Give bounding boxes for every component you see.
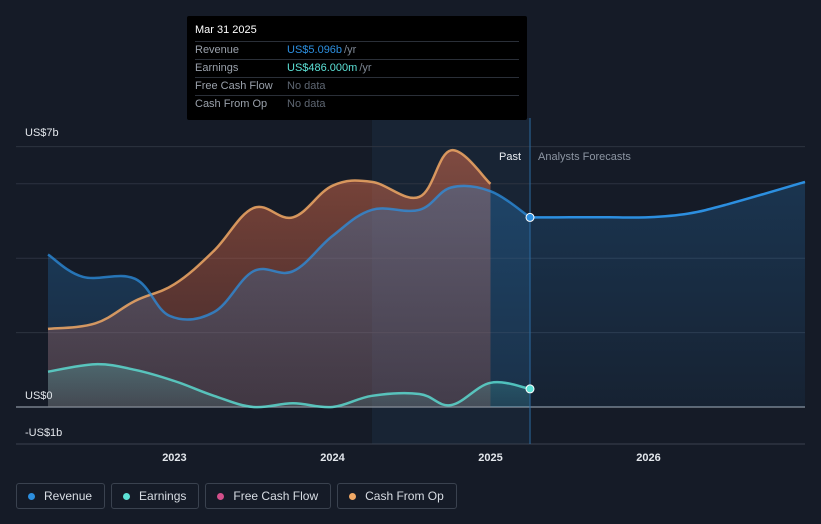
earnings-marker xyxy=(525,384,535,394)
cash-from-op-line xyxy=(47,149,492,331)
legend-label: Revenue xyxy=(44,489,93,503)
tooltip-row-cash-from-op: Cash From Op No data xyxy=(195,95,519,113)
x-tick-label: 2025 xyxy=(478,452,502,464)
y-tick-label: -US$1b xyxy=(25,427,62,439)
legend-item-revenue[interactable]: Revenue xyxy=(16,483,106,509)
legend-item-free-cash-flow[interactable]: Free Cash Flow xyxy=(205,483,332,509)
revenue-forecast-line xyxy=(529,180,806,219)
x-tick-label: 2024 xyxy=(320,452,345,464)
tooltip-label: Free Cash Flow xyxy=(195,80,273,92)
earnings-dot-icon xyxy=(123,492,131,500)
y-tick-label: US$0 xyxy=(25,390,53,402)
tooltip-row-revenue: Revenue US$5.096b /yr xyxy=(195,41,519,59)
tooltip-label: Revenue xyxy=(195,44,240,56)
revenue-forecast-area xyxy=(530,181,805,407)
tooltip-row-earnings: Earnings US$486.000m /yr xyxy=(195,59,519,77)
tooltip-value-cash-from-op: No data xyxy=(287,98,326,110)
tooltip-value-free-cash-flow: No data xyxy=(287,80,326,92)
legend-item-cash-from-op[interactable]: Cash From Op xyxy=(337,483,457,509)
free-cash-flow-dot-icon xyxy=(217,492,225,500)
revenue-marker xyxy=(525,212,535,222)
data-tooltip: Mar 31 2025 Revenue US$5.096b /yr Earnin… xyxy=(187,16,527,120)
past-label: Past xyxy=(499,151,521,163)
tooltip-value-revenue: US$5.096b xyxy=(287,44,343,56)
forecast-label: Analysts Forecasts xyxy=(538,151,631,163)
revenue-line xyxy=(47,184,531,321)
legend-item-earnings[interactable]: Earnings xyxy=(111,483,200,509)
tooltip-label: Earnings xyxy=(195,62,239,74)
earnings-area xyxy=(48,364,530,408)
x-tick-label: 2023 xyxy=(162,452,186,464)
x-tick-label: 2026 xyxy=(636,452,660,464)
cash-from-op-dot-icon xyxy=(349,492,357,500)
earnings-line xyxy=(47,362,531,409)
tooltip-value-earnings: US$486.000m xyxy=(287,62,358,74)
revenue-dot-icon xyxy=(28,492,35,500)
tooltip-label: Cash From Op xyxy=(195,98,268,110)
legend-label: Earnings xyxy=(139,489,187,503)
legend-label: Free Cash Flow xyxy=(233,489,319,503)
revenue-area xyxy=(48,185,530,407)
y-tick-label: US$7b xyxy=(25,127,59,139)
tooltip-unit: /yr xyxy=(344,44,357,56)
tooltip-date: Mar 31 2025 xyxy=(195,24,257,36)
chart-legend: Revenue Earnings Free Cash Flow Cash Fro… xyxy=(16,483,457,509)
tooltip-row-free-cash-flow: Free Cash Flow No data xyxy=(195,77,519,95)
tooltip-unit: /yr xyxy=(359,62,372,74)
legend-label: Cash From Op xyxy=(365,489,444,503)
